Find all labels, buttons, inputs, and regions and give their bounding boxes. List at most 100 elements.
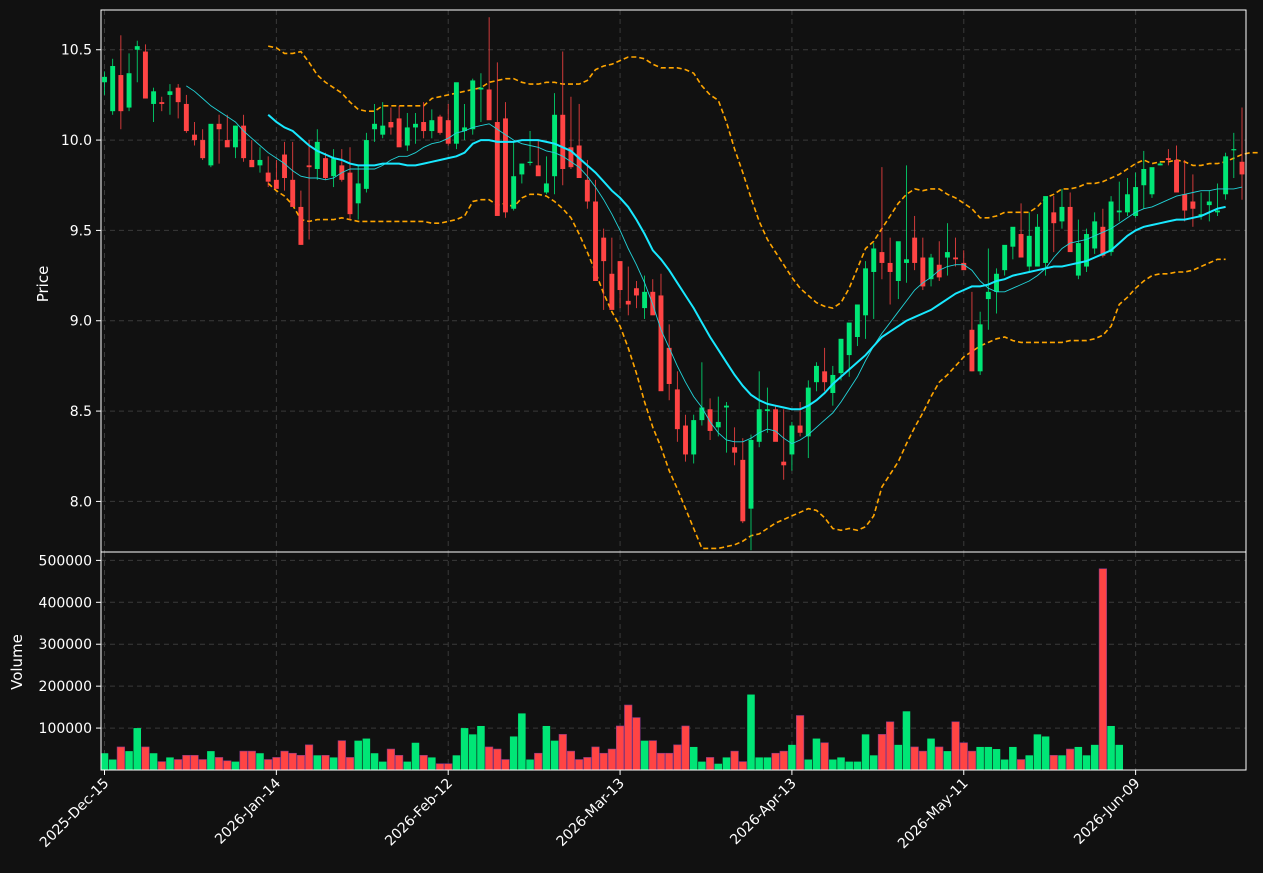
candle-body <box>224 140 230 148</box>
candle-body <box>183 103 189 132</box>
candle-body <box>200 140 206 159</box>
volume-bar <box>566 750 576 771</box>
candle <box>527 131 533 166</box>
candle <box>208 123 214 168</box>
candle-body <box>936 264 942 278</box>
candle-body <box>707 409 713 431</box>
volume-bar <box>386 748 395 771</box>
candle <box>110 58 116 115</box>
candle <box>887 237 893 305</box>
candle <box>159 96 165 112</box>
candle <box>764 387 770 433</box>
candle-body <box>110 66 116 112</box>
candle-body <box>961 262 967 271</box>
volume-bar <box>419 755 428 771</box>
candle-body <box>969 329 975 372</box>
volume-bar <box>1058 755 1066 770</box>
candle <box>936 241 942 281</box>
volume-tick-label: 200000 <box>39 679 92 695</box>
candle-body <box>175 87 181 103</box>
volume-bar <box>714 763 723 770</box>
volume-bar <box>370 753 379 770</box>
volume-bar <box>182 755 191 771</box>
bollinger-bands <box>267 45 1259 550</box>
volume-bar <box>747 694 755 770</box>
candle-body <box>232 125 238 148</box>
candle-body <box>953 257 959 260</box>
candle-body <box>388 122 394 128</box>
candle <box>707 398 713 440</box>
candle-body <box>1182 194 1188 211</box>
candle-body <box>1124 194 1130 213</box>
volume-bar <box>853 761 862 770</box>
candle-body <box>1075 243 1081 276</box>
candle <box>593 179 598 281</box>
candle <box>388 107 394 135</box>
volume-bar <box>190 755 199 771</box>
candle-body <box>1239 161 1245 175</box>
candle <box>814 362 819 392</box>
candle <box>314 129 320 180</box>
candle <box>462 103 468 141</box>
candle <box>273 159 279 189</box>
candle <box>568 96 574 169</box>
volume-bar <box>902 711 911 770</box>
candle-body <box>331 158 337 177</box>
candle-body <box>478 87 484 90</box>
volume-bar <box>583 757 592 771</box>
volume-bar <box>804 759 813 770</box>
candle-body <box>740 459 746 522</box>
candle-body <box>167 91 173 95</box>
candle <box>1067 192 1073 253</box>
candle-body <box>134 46 140 50</box>
candle-body <box>576 145 582 179</box>
volume-tick-label: 300000 <box>39 637 92 653</box>
volume-bar <box>550 740 559 770</box>
candle <box>126 53 132 112</box>
candle <box>683 414 688 462</box>
volume-bar <box>1082 755 1091 770</box>
volume-bar <box>738 761 747 771</box>
volume-bar <box>116 746 125 771</box>
candle-body <box>249 159 255 168</box>
volume-bar <box>198 759 207 771</box>
candle <box>560 51 566 186</box>
volume-bar <box>329 757 338 770</box>
price-gridlines <box>101 49 1246 502</box>
candle <box>723 402 729 453</box>
volume-bar <box>910 746 919 771</box>
volume-bar <box>477 725 485 770</box>
candle-body <box>1214 210 1220 213</box>
candle <box>1133 172 1139 218</box>
candle <box>429 109 435 139</box>
volume-bar <box>935 746 944 771</box>
volume-bar <box>149 753 158 770</box>
candle <box>838 338 844 381</box>
candle-body <box>535 165 541 177</box>
candle <box>142 44 148 99</box>
candle <box>863 261 869 339</box>
candle-body <box>928 257 934 280</box>
candle <box>200 129 206 160</box>
candle-body <box>453 82 459 144</box>
candle <box>961 250 967 271</box>
volume-tick-label: 100000 <box>39 721 92 737</box>
volume-bar <box>542 725 551 770</box>
candle-body <box>560 114 566 169</box>
candle <box>355 165 361 220</box>
volume-bar <box>607 748 616 771</box>
volume-bar <box>354 740 362 770</box>
candle-body <box>1067 206 1073 253</box>
volume-bar <box>395 755 404 771</box>
candle <box>994 268 999 314</box>
volume-bar <box>231 761 240 770</box>
candle-body <box>1108 201 1114 253</box>
candle <box>372 103 378 142</box>
upper-band-line <box>268 45 1259 309</box>
candle-body <box>814 365 819 383</box>
volume-bar <box>215 757 224 771</box>
candle <box>494 62 500 216</box>
candle-body <box>699 407 705 421</box>
candle <box>920 237 926 291</box>
candle <box>421 102 427 139</box>
